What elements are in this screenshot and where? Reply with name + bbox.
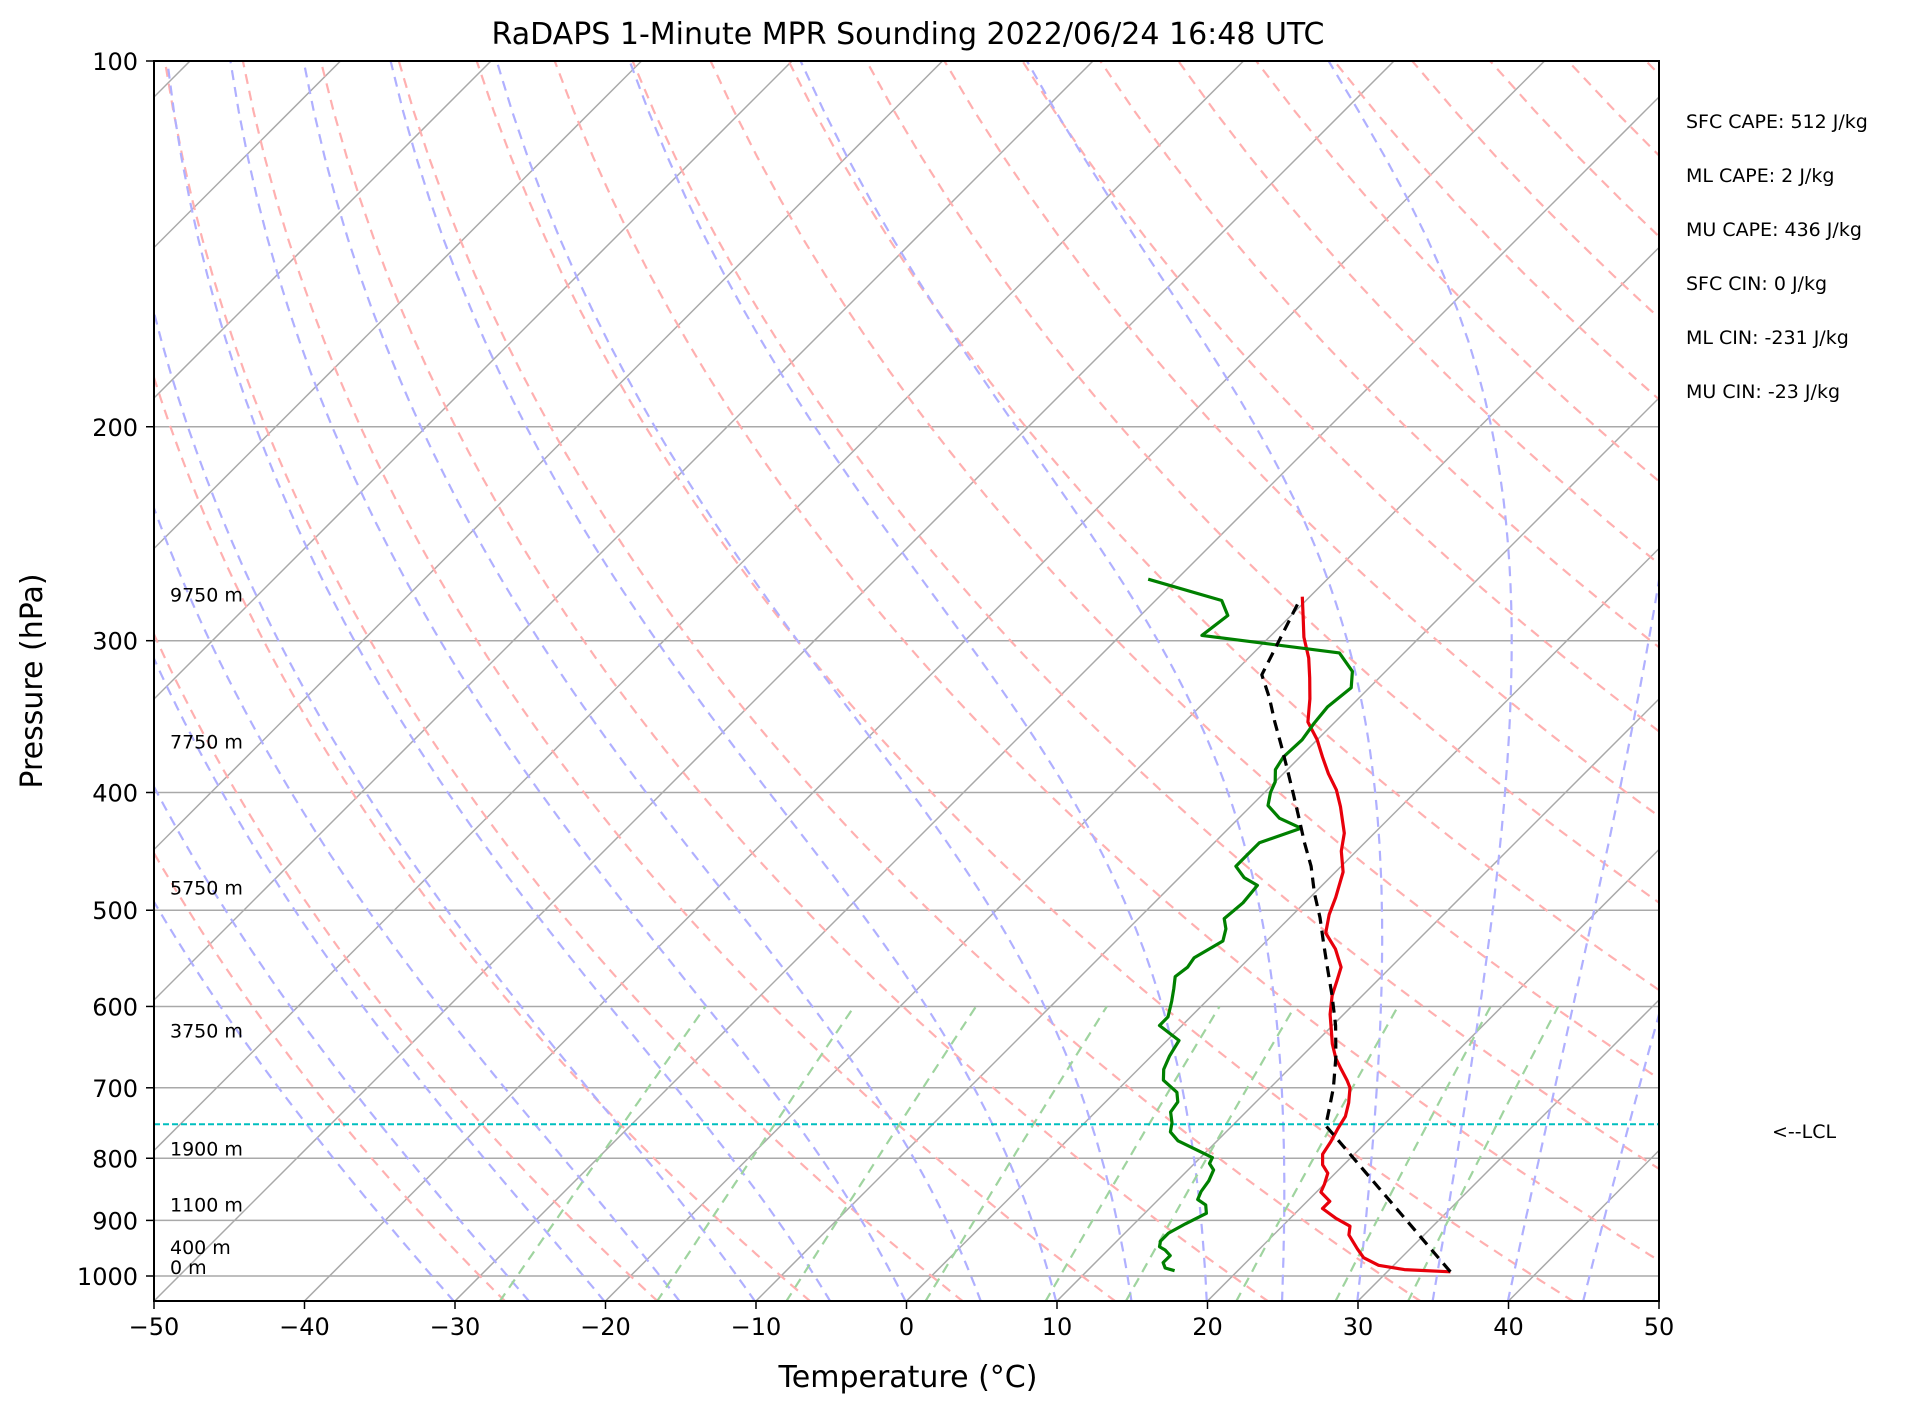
y-tick-label: 1000: [77, 1263, 138, 1291]
height-label: 5750 m: [170, 877, 243, 899]
moist-adiabat-line: [389, 61, 1058, 1301]
x-tick-label: 10: [1042, 1313, 1073, 1341]
temperature-profile: [1300, 596, 1451, 1274]
x-tick-label: −20: [580, 1313, 631, 1341]
height-label: 9750 m: [170, 584, 243, 606]
y-tick-label: 900: [92, 1207, 138, 1235]
lcl-label: <--LCL: [1772, 1121, 1836, 1143]
stat-text: SFC CAPE: 512 J/kg: [1686, 111, 1868, 133]
mixing-ratio-line: [924, 1005, 1108, 1301]
height-label: 7750 m: [170, 731, 243, 753]
dry-adiabat-line: [241, 61, 1117, 1301]
chart-title: RaDAPS 1-Minute MPR Sounding 2022/06/24 …: [492, 17, 1325, 52]
y-tick-label: 600: [92, 993, 138, 1021]
stat-text: MU CIN: -23 J/kg: [1686, 381, 1840, 403]
dry-adiabat-line: [787, 61, 1659, 992]
moist-adiabat-line: [166, 61, 832, 1301]
dry-adiabat-line: [1099, 61, 1659, 649]
isotherm-line: [905, 547, 1659, 1301]
y-tick-label: 100: [92, 48, 138, 76]
x-tick-label: 40: [1493, 1313, 1524, 1341]
isotherm-line: [303, 61, 1546, 1301]
mixing-ratio-line: [1235, 1005, 1399, 1301]
y-tick-label: 500: [92, 897, 138, 925]
dry-adiabat-line: [943, 61, 1659, 818]
height-labels: 9750 m 7750 m 5750 m 3750 m 1900 m 1100 m 400 …: [170, 584, 243, 1279]
moist-adiabat-line: [154, 505, 681, 1301]
y-tick-label: 800: [92, 1145, 138, 1173]
height-label: 1100 m: [170, 1195, 243, 1217]
mixing-ratio-line: [785, 1005, 977, 1301]
stat-text: ML CAPE: 2 J/kg: [1686, 165, 1834, 187]
isotherm-line: [604, 246, 1659, 1301]
height-label: 400 m: [170, 1237, 231, 1259]
x-tick-label: −10: [731, 1313, 782, 1341]
y-tick-label: 200: [92, 414, 138, 442]
dry-adiabat-line: [163, 61, 965, 1301]
moist-adiabat-line: [799, 61, 1286, 1301]
moist-adiabat-line: [1327, 61, 1513, 1301]
x-tick-label: 30: [1343, 1313, 1374, 1341]
isotherm-line: [154, 61, 944, 851]
x-axis-label: Temperature (°C): [778, 1360, 1038, 1395]
x-tick-label: −40: [279, 1313, 330, 1341]
isotherm-line: [154, 61, 1245, 1152]
dry-adiabat-line: [154, 374, 812, 1301]
isotherm-line: [154, 61, 1395, 1301]
mixing-ratio-line: [1406, 1005, 1560, 1301]
dry-adiabat-line: [154, 850, 507, 1301]
mixing-ratio-line: [498, 1005, 707, 1301]
y-axis-ticks: 100 200 300 400 500 600 700 800 900 1000: [77, 48, 154, 1291]
dewpoint-profile: [1147, 577, 1354, 1273]
height-label: 1900 m: [170, 1138, 243, 1160]
x-tick-label: 20: [1192, 1313, 1223, 1341]
moist-adiabat-line: [302, 61, 982, 1301]
dry-adiabat-line: [553, 61, 1659, 1262]
moist-adiabat-line: [1582, 1010, 1659, 1301]
y-tick-label: 700: [92, 1075, 138, 1103]
isotherm-line: [154, 61, 793, 701]
isotherm-line: [154, 61, 492, 400]
series-layer: [154, 577, 1659, 1274]
moist-adiabat-line: [154, 655, 606, 1301]
stat-text: SFC CIN: 0 J/kg: [1686, 273, 1827, 295]
height-label: 0 m: [170, 1257, 207, 1279]
dry-adiabat-line: [475, 61, 1575, 1301]
x-tick-label: 0: [899, 1313, 914, 1341]
moist-adiabat-line: [1025, 61, 1384, 1301]
y-tick-label: 400: [92, 780, 138, 808]
moist-adiabat-line: [1506, 572, 1659, 1301]
grid-layer: [154, 61, 1659, 1301]
x-tick-label: −30: [430, 1313, 481, 1341]
stat-text: ML CIN: -231 J/kg: [1686, 327, 1849, 349]
isotherm-line: [154, 61, 643, 550]
moist-adiabat-line: [154, 308, 757, 1301]
isotherm-line: [1356, 998, 1659, 1301]
isotherm-line: [1206, 848, 1659, 1301]
stats-panel: SFC CAPE: 512 J/kg ML CAPE: 2 J/kg MU CAPE…: [1686, 111, 1868, 403]
y-axis-label: Pressure (hPa): [15, 573, 50, 788]
isotherm-line: [453, 95, 1659, 1301]
mixing-ratio-line: [655, 1005, 856, 1301]
dry-adiabat-line: [631, 61, 1659, 1171]
x-tick-label: −50: [129, 1313, 180, 1341]
dry-adiabat-line: [709, 61, 1659, 1080]
isotherm-line: [154, 61, 1094, 1002]
dry-adiabat-line: [154, 631, 659, 1301]
moist-adiabat-line: [495, 61, 1133, 1301]
parcel-profile: [1260, 597, 1452, 1273]
x-axis-ticks: −50 −40 −30 −20 −10 0 10 20 30 40 50: [129, 1301, 1675, 1341]
isotherm-line: [1055, 697, 1659, 1301]
mixing-ratio-line: [1334, 1005, 1492, 1301]
x-tick-label: 50: [1644, 1313, 1675, 1341]
stat-text: MU CAPE: 436 J/kg: [1686, 219, 1862, 241]
y-tick-label: 300: [92, 628, 138, 656]
height-label: 3750 m: [170, 1021, 243, 1043]
